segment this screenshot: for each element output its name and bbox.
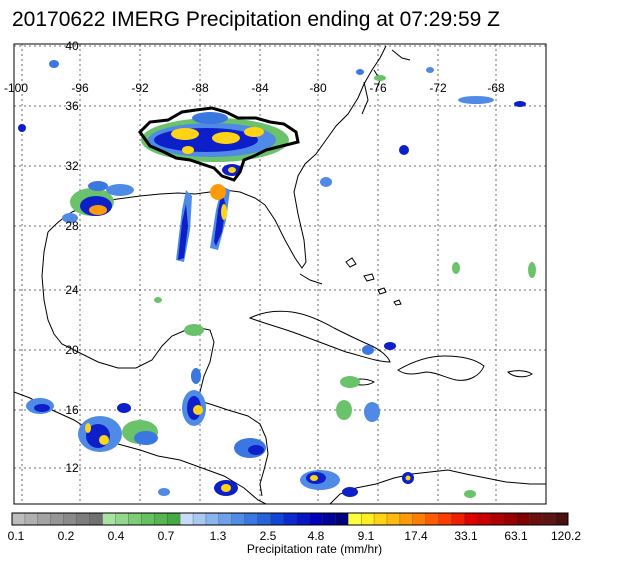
colorbar-tick-label: 9.1: [358, 529, 375, 543]
colorbar-tick-label: 2.5: [260, 529, 277, 543]
lat-label: 32: [65, 159, 79, 173]
colorbar-swatch: [451, 512, 466, 526]
colorbar-swatch: [438, 512, 453, 526]
lon-label: -80: [309, 81, 327, 95]
colorbar-swatch: [373, 512, 388, 526]
lat-label: 12: [65, 461, 79, 475]
lat-label: 24: [65, 283, 79, 297]
colorbar-swatch: [529, 512, 543, 526]
longitude-labels: -100 -96 -92 -88 -84 -80 -76 -72 -68: [4, 81, 505, 95]
colorbar-swatch: [348, 512, 362, 526]
colorbar-tick-label: 120.2: [551, 529, 581, 543]
colorbar-swatch: [102, 512, 116, 526]
lon-label: -96: [71, 81, 89, 95]
colorbar-swatch: [115, 512, 129, 526]
colorbar-swatch: [425, 512, 440, 526]
lon-label: -88: [191, 81, 209, 95]
lon-label: -100: [4, 81, 28, 95]
colorbar-swatch: [37, 512, 52, 526]
colorbar-tick-label: 0.2: [58, 529, 75, 543]
colorbar-swatch: [360, 512, 375, 526]
colorbar-swatch: [128, 512, 142, 526]
colorbar-swatch: [63, 512, 78, 526]
colorbar-tick-label: 63.1: [504, 529, 528, 543]
colorbar-swatch: [464, 512, 478, 526]
lon-label: -84: [251, 81, 269, 95]
lon-label: -76: [369, 81, 387, 95]
colorbar-swatch: [154, 512, 168, 526]
colorbar-swatch: [50, 512, 65, 526]
lat-label: 16: [65, 403, 79, 417]
lon-label: -72: [429, 81, 447, 95]
colorbar-swatch: [412, 512, 427, 526]
colorbar-swatch: [205, 512, 220, 526]
colorbar-swatch: [244, 512, 259, 526]
colorbar-tick-label: 17.4: [404, 529, 428, 543]
colorbar-tick-label: 0.4: [108, 529, 125, 543]
colorbar-swatch: [11, 512, 26, 526]
colorbar-swatch: [322, 512, 336, 526]
colorbar-swatch: [541, 512, 556, 526]
colorbar-tick-label: 4.8: [308, 529, 325, 543]
colorbar-swatch: [192, 512, 207, 526]
lat-label: 20: [65, 343, 79, 357]
latitude-labels: 40 36 32 28 24 20 16 12: [65, 39, 79, 475]
lat-label: 28: [65, 219, 79, 233]
colorbar-ticks: 0.1 0.2 0.4 0.7 1.3 2.5 4.8 9.1 17.4 33.…: [8, 529, 582, 543]
colorbar-swatch: [399, 512, 414, 526]
colorbar-swatch: [283, 512, 297, 526]
colorbar-swatch: [309, 512, 323, 526]
colorbar-swatch: [257, 512, 272, 526]
colorbar-swatch: [89, 512, 103, 526]
lat-label: 36: [65, 99, 79, 113]
colorbar-swatch: [218, 512, 233, 526]
colorbar-tick-label: 0.7: [158, 529, 175, 543]
gridlines: [14, 44, 546, 504]
colorbar-swatch: [516, 512, 530, 526]
colorbar-swatch: [503, 512, 517, 526]
colorbar-swatch: [477, 512, 491, 526]
colorbar-swatch: [335, 512, 349, 526]
colorbar-swatch: [270, 512, 284, 526]
colorbar-tick-label: 33.1: [454, 529, 478, 543]
lon-label: -92: [131, 81, 149, 95]
colorbar-swatch: [24, 512, 39, 526]
colorbar-swatches: [11, 512, 569, 526]
colorbar-swatch: [141, 512, 155, 526]
colorbar-swatch: [554, 512, 569, 526]
colorbar-tick-label: 1.3: [210, 529, 227, 543]
lat-label: 40: [65, 39, 79, 53]
precipitation-field: [18, 60, 536, 498]
colorbar-swatch: [179, 512, 194, 526]
colorbar-swatch: [231, 512, 246, 526]
map-title: 20170622 IMERG Precipitation ending at 0…: [12, 8, 500, 31]
colorbar-frame: [11, 512, 569, 526]
colorbar-tick-label: 0.1: [8, 529, 25, 543]
colorbar-label: Precipitation rate (mm/hr): [246, 542, 383, 556]
lon-label: -68: [487, 81, 505, 95]
colorbar-swatch: [386, 512, 401, 526]
colorbar-swatch: [490, 512, 504, 526]
colorbar-swatch: [296, 512, 310, 526]
colorbar-swatch: [167, 512, 181, 526]
colorbar-swatch: [76, 512, 91, 526]
